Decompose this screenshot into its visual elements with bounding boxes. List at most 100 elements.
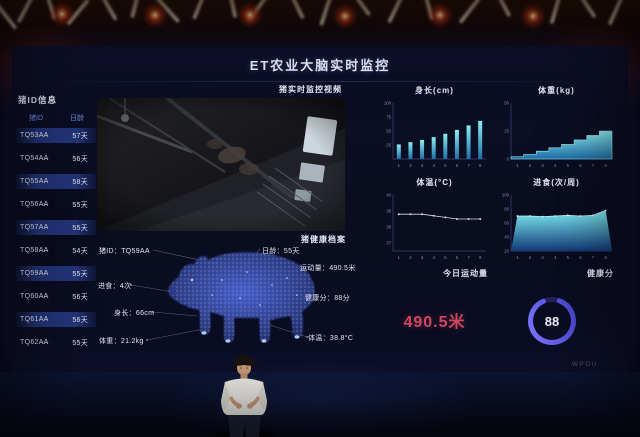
- pig-id-cell: TQ57AA: [20, 224, 49, 231]
- chart-panel-feeding: 进食(次/周) 20 40 60 80 100 1 2 3 4 5 6 7 8: [496, 176, 617, 266]
- svg-text:25: 25: [504, 129, 509, 134]
- svg-text:40: 40: [504, 235, 509, 240]
- chart-title: 体重(kg): [538, 86, 575, 95]
- dashboard-screen: ET农业大脑实时监控 猪ID信息 猪ID 日龄 TQ53AA 57天 TQ54AA…: [12, 46, 628, 372]
- table-row[interactable]: TQ58AA 54天: [16, 239, 96, 262]
- svg-text:7: 7: [592, 255, 595, 260]
- age-cell: 55天: [72, 270, 88, 278]
- svg-text:3: 3: [541, 163, 544, 168]
- svg-text:3: 3: [421, 163, 424, 168]
- svg-text:4: 4: [432, 163, 435, 168]
- temperature-label: 体温：38.8°C: [308, 335, 354, 342]
- table-row[interactable]: TQ60AA 56天: [16, 285, 96, 308]
- body-length-chart: 25 50 75 100 1 2 3 4 5 6 7 8: [384, 101, 486, 168]
- watermark: WPOU: [571, 361, 598, 368]
- svg-text:75: 75: [386, 115, 391, 120]
- svg-text:3: 3: [421, 255, 424, 260]
- activity-label: 运动量：490.5米: [300, 265, 356, 272]
- age-label: 日龄：55天: [262, 248, 300, 255]
- table-row[interactable]: TQ57AA 55天: [16, 216, 96, 239]
- svg-text:50: 50: [504, 101, 509, 106]
- svg-text:5: 5: [567, 255, 570, 260]
- svg-text:80: 80: [504, 207, 509, 212]
- age-cell: 56天: [72, 293, 88, 301]
- table-row[interactable]: TQ62AA 55天: [16, 331, 96, 354]
- chart-panel-weight: 体重(kg) 0 25 50 1 2 3 4 5 6 7 8: [496, 84, 617, 174]
- svg-text:100: 100: [384, 101, 392, 106]
- svg-text:1: 1: [398, 163, 401, 168]
- chart-panel-temperature: 体温(°C) 37 38 39 40 1 2 3 4 5 6 7 8: [378, 176, 491, 266]
- stage-floor: [0, 372, 640, 437]
- svg-text:7: 7: [467, 163, 470, 168]
- table-header: 猪ID 日龄: [16, 111, 96, 124]
- title-divider: [28, 81, 612, 82]
- video-panel-title: 猪实时监控视频: [279, 85, 342, 94]
- health-panel-title: 猪健康档案: [301, 235, 346, 244]
- svg-text:2: 2: [529, 255, 532, 260]
- feeding-label: 进食：4次: [98, 283, 132, 290]
- pig-id-cell: TQ53AA: [20, 132, 49, 139]
- svg-text:38: 38: [386, 225, 391, 230]
- svg-text:60: 60: [504, 221, 509, 226]
- table-row[interactable]: TQ56AA 55天: [16, 193, 96, 216]
- svg-text:2: 2: [409, 255, 412, 260]
- svg-text:5: 5: [444, 255, 447, 260]
- svg-text:2: 2: [409, 163, 412, 168]
- svg-text:4: 4: [554, 163, 557, 168]
- chart-title: 进食(次/周): [533, 178, 580, 187]
- daily-activity-title: 今日运动量: [443, 269, 488, 278]
- health-record-panel: 猪健康档案: [97, 234, 355, 368]
- sidebar-title: 猪ID信息: [18, 95, 58, 105]
- weight-label: 体重：21.2kg: [99, 338, 144, 345]
- pig-id-label: 猪ID：TQ59AA: [99, 248, 150, 255]
- svg-text:39: 39: [386, 209, 391, 214]
- stage-lights: [0, 0, 624, 29]
- chart-title: 体温(°C): [416, 178, 453, 187]
- table-row[interactable]: TQ53AA 57天: [16, 124, 96, 147]
- pig-id-cell: TQ61AA: [20, 316, 49, 323]
- table-row[interactable]: TQ59AA 55天: [16, 262, 96, 285]
- svg-text:6: 6: [579, 163, 582, 168]
- svg-text:4: 4: [554, 255, 557, 260]
- chart-panel-body-length: 身长(cm) 25 50 75 100 1 2 3 4 5 6 7 8: [378, 84, 491, 174]
- table-row[interactable]: TQ54AA 56天: [16, 147, 96, 170]
- svg-text:7: 7: [467, 255, 470, 260]
- svg-text:8: 8: [479, 163, 482, 168]
- pig-id-cell: TQ55AA: [20, 178, 49, 185]
- age-cell: 54天: [72, 247, 88, 255]
- age-cell: 58天: [72, 178, 88, 186]
- svg-text:8: 8: [479, 255, 482, 260]
- light-beams: [0, 0, 624, 29]
- svg-text:6: 6: [456, 163, 459, 168]
- svg-text:5: 5: [567, 163, 570, 168]
- col-header-age: 日龄: [70, 114, 84, 122]
- health-score-title: 健康分: [587, 269, 614, 278]
- health-score-gauge: 88: [528, 297, 576, 345]
- surveillance-video: [97, 98, 345, 231]
- table-row[interactable]: TQ55AA 58天: [16, 170, 96, 193]
- feeding-chart: 20 40 60 80 100 1 2 3 4 5 6 7 8: [502, 193, 612, 260]
- age-cell: 55天: [72, 224, 88, 232]
- body-length-label: 身长：66cm: [114, 310, 155, 317]
- pig-hologram: [168, 252, 315, 343]
- health-score-value: 88: [545, 314, 559, 329]
- pig-id-cell: TQ56AA: [20, 201, 49, 208]
- svg-text:0: 0: [507, 157, 510, 162]
- red-spotlights: [53, 5, 542, 25]
- svg-text:6: 6: [579, 255, 582, 260]
- table-row[interactable]: TQ61AA 56天: [16, 308, 96, 331]
- svg-text:3: 3: [541, 255, 544, 260]
- pig-id-cell: TQ60AA: [20, 293, 49, 300]
- svg-text:7: 7: [592, 163, 595, 168]
- pig-id-cell: TQ58AA: [20, 247, 49, 254]
- age-cell: 55天: [72, 201, 88, 209]
- pig-id-cell: TQ54AA: [20, 155, 49, 162]
- svg-text:20: 20: [504, 249, 509, 254]
- health-score-label: 健康分：88分: [305, 295, 350, 302]
- svg-text:5: 5: [444, 163, 447, 168]
- pig-id-cell: TQ62AA: [20, 339, 49, 346]
- age-cell: 56天: [72, 316, 88, 324]
- svg-text:1: 1: [516, 255, 519, 260]
- weight-chart: 0 25 50 1 2 3 4 5 6 7 8: [504, 101, 613, 168]
